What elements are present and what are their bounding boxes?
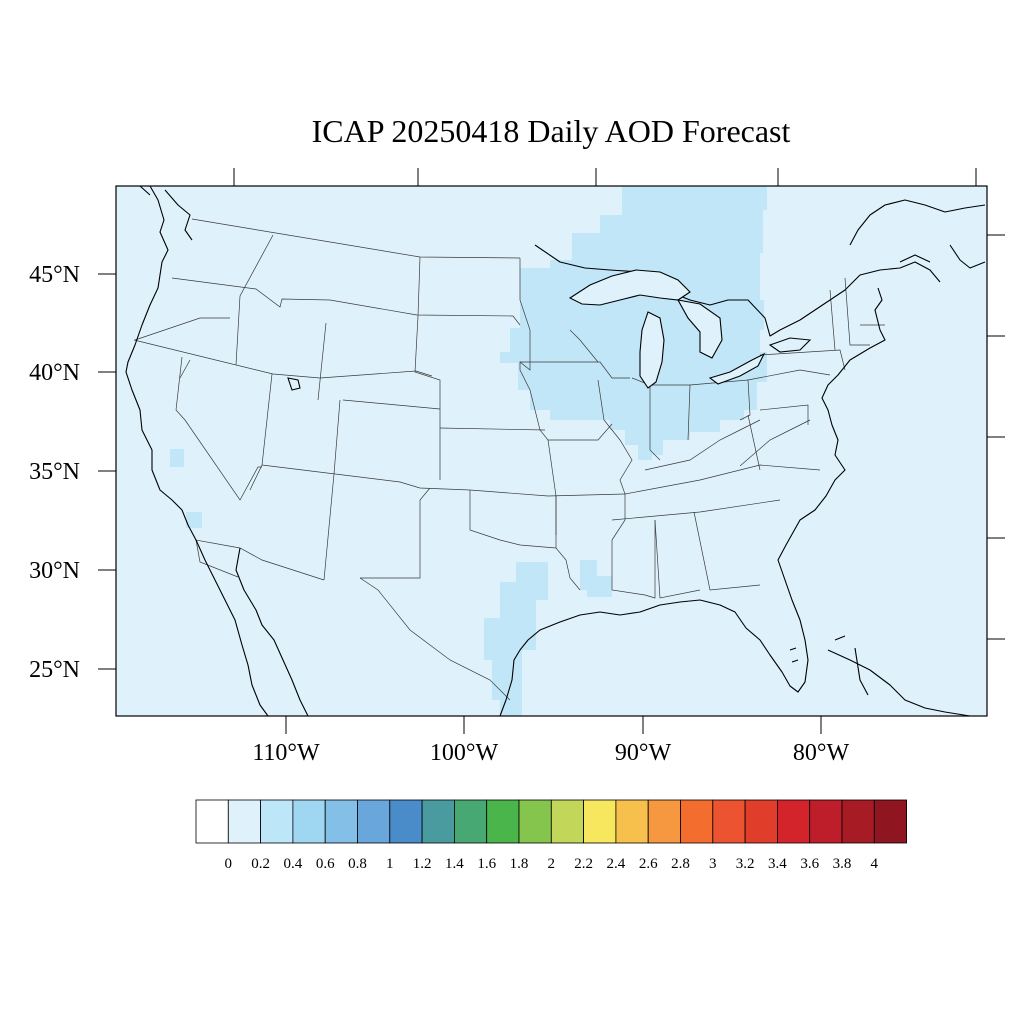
canada-border-east <box>534 244 941 337</box>
colorbar-label: 0 <box>225 856 233 872</box>
lon-label: 100°W <box>430 740 499 766</box>
colorbar-swatch <box>324 799 358 844</box>
aod-region-upper-midwest <box>500 186 767 460</box>
colorbar-swatch <box>518 799 552 844</box>
pacific-nw-islands <box>139 185 193 241</box>
florida-keys <box>789 647 799 663</box>
state-boundaries <box>133 218 885 701</box>
aod-region-east-texas <box>484 562 548 716</box>
map-frame <box>115 185 988 717</box>
colorbar-swatch <box>809 799 843 844</box>
west-coast <box>125 185 269 717</box>
aod-highlight-regions <box>170 186 767 716</box>
colorbar-label: 3.2 <box>736 856 755 872</box>
longitude-labels: 110°W 100°W 90°W 80°W <box>252 740 849 766</box>
colorbar-label: 0.8 <box>348 856 367 872</box>
colorbar-label: 2.2 <box>574 856 593 872</box>
colorbar-swatch <box>777 799 811 844</box>
colorbar-swatch <box>712 799 746 844</box>
coastlines <box>125 185 986 717</box>
colorbar-label: 0.4 <box>284 856 303 872</box>
colorbar-swatch <box>389 799 423 844</box>
colorbar-swatch <box>583 799 617 844</box>
colorbar-label: 0.6 <box>316 856 335 872</box>
mexico-gulf-coast <box>499 287 886 717</box>
colorbar-label: 0.2 <box>251 856 270 872</box>
colorbar-swatch <box>421 799 455 844</box>
colorbar-swatch <box>873 799 907 844</box>
colorbar-label: 1.2 <box>413 856 432 872</box>
colorbar-swatch <box>227 799 262 844</box>
colorbar-label: 1.8 <box>510 856 529 872</box>
lon-label: 90°W <box>615 740 672 766</box>
colorbar-swatch <box>453 799 488 844</box>
bottom-ticks <box>285 716 822 734</box>
map-title: ICAP 20250418 Daily AOD Forecast <box>312 113 791 149</box>
great-salt-lake <box>287 377 301 391</box>
colorbar: 0 0.2 0.4 0.6 0.8 1 1.2 1.4 1.6 1.8 2 2.2 2.4 2.6 2.8 3… <box>195 799 907 872</box>
colorbar-label: 1.6 <box>477 856 496 872</box>
colorbar-swatch <box>486 799 520 844</box>
colorbar-label: 3 <box>709 856 717 872</box>
left-ticks <box>98 273 116 670</box>
lat-label: 35°N <box>29 459 80 485</box>
colorbar-label: 2 <box>548 856 556 872</box>
colorbar-swatch <box>647 799 681 844</box>
colorbar-label: 1.4 <box>445 856 464 872</box>
east-canada-coast <box>849 199 986 269</box>
colorbar-swatch <box>260 799 294 844</box>
colorbar-label: 2.4 <box>607 856 626 872</box>
lake-huron <box>676 299 723 359</box>
map-panel: 110°W 100°W 90°W 80°W 45°N 40°N 35°N 30°… <box>29 168 1005 766</box>
colorbar-label: 3.6 <box>800 856 819 872</box>
colorbar-label: 1 <box>386 856 394 872</box>
top-ticks <box>233 168 977 186</box>
colorbar-label: 3.8 <box>833 856 852 872</box>
lake-erie <box>708 352 766 385</box>
colorbar-label: 4 <box>871 856 879 872</box>
colorbar-label: 2.8 <box>671 856 690 872</box>
colorbar-swatch <box>680 799 714 844</box>
latitude-labels: 45°N 40°N 35°N 30°N 25°N <box>29 262 80 683</box>
lat-label: 40°N <box>29 360 80 386</box>
lat-label: 45°N <box>29 262 80 288</box>
lat-label: 30°N <box>29 558 80 584</box>
aod-region-california-1 <box>170 449 184 467</box>
baja-inner-coast <box>235 547 309 717</box>
colorbar-label: 2.6 <box>639 856 658 872</box>
colorbar-swatch <box>357 799 391 844</box>
colorbar-swatch <box>841 799 875 844</box>
lon-label: 80°W <box>793 740 850 766</box>
aod-region-california-2 <box>186 512 202 528</box>
right-ticks <box>987 234 1005 640</box>
colorbar-swatch <box>195 799 229 844</box>
colorbar-swatch <box>550 799 584 844</box>
lake-michigan <box>639 311 665 389</box>
lake-ontario <box>768 337 812 353</box>
colorbar-swatch <box>744 799 778 844</box>
colorbar-swatch <box>292 799 326 844</box>
great-lakes <box>287 269 812 391</box>
lake-superior <box>568 269 691 306</box>
lon-label: 110°W <box>252 740 320 766</box>
colorbar-label: 3.4 <box>768 856 787 872</box>
colorbar-swatch <box>615 799 649 844</box>
cuba-bahamas <box>827 635 971 717</box>
aod-region-louisiana <box>580 560 612 597</box>
lat-label: 25°N <box>29 657 80 683</box>
